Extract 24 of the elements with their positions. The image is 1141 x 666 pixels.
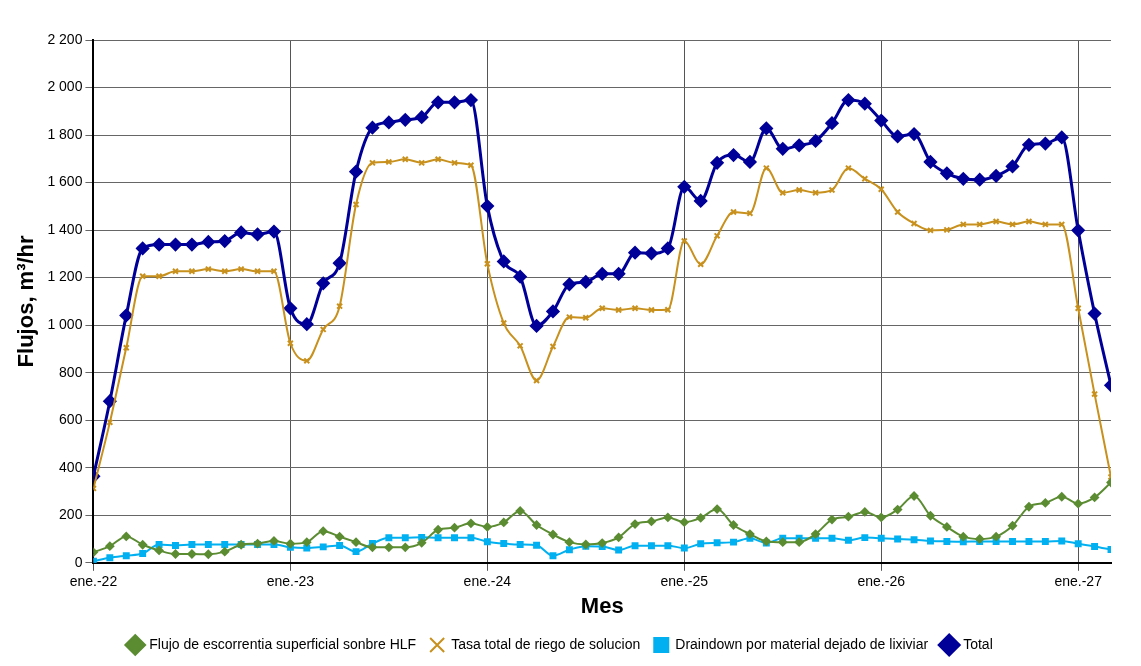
y-tick-label: 800 bbox=[59, 363, 83, 380]
y-tick-label: 200 bbox=[59, 506, 83, 523]
x-tick-label: ene.-23 bbox=[266, 573, 315, 590]
x-tick-label: ene.-24 bbox=[463, 573, 512, 590]
y-tick-label: 600 bbox=[59, 411, 83, 428]
y-tick-label: 1 000 bbox=[47, 316, 83, 333]
legend-label: Tasa total de riego de solucion bbox=[451, 635, 641, 652]
y-tick-label: 1 800 bbox=[47, 125, 83, 142]
x-axis-title: Mes bbox=[580, 592, 624, 618]
y-tick-label: 1 200 bbox=[47, 268, 83, 285]
x-tick-label: ene.-22 bbox=[69, 573, 118, 590]
y-tick-label: 400 bbox=[59, 458, 83, 475]
x-tick-label: ene.-27 bbox=[1054, 573, 1103, 590]
x-tick-label: ene.-26 bbox=[857, 573, 906, 590]
y-tick-label: 1 600 bbox=[47, 173, 83, 190]
y-axis-title: Flujos, m³/hr bbox=[13, 234, 39, 368]
x-tick-label: ene.-25 bbox=[660, 573, 709, 590]
legend-label: Flujo de escorrentia superficial sonbre HLF bbox=[149, 635, 417, 652]
legend-label: Total bbox=[963, 635, 993, 652]
y-tick-label: 2 200 bbox=[47, 30, 83, 47]
y-tick-label: 0 bbox=[74, 553, 83, 570]
y-tick-label: 1 400 bbox=[47, 220, 83, 237]
y-tick-label: 2 000 bbox=[47, 78, 83, 95]
legend-label: Draindown por material dejado de lixiviar bbox=[675, 635, 929, 652]
